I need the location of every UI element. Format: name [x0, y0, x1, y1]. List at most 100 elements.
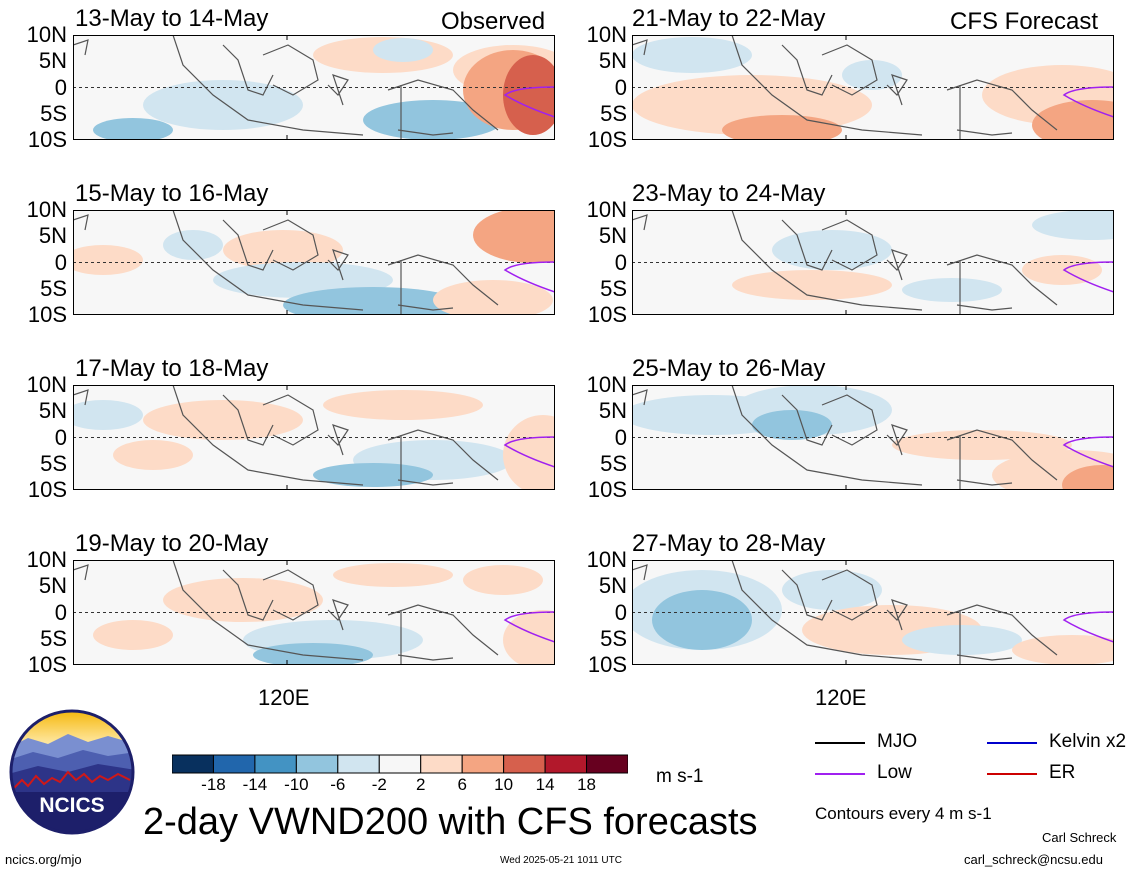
coastline — [946, 254, 1058, 306]
lat-tick-label: 5N — [598, 223, 627, 249]
legend-line — [815, 742, 865, 744]
lat-tick-label: 0 — [54, 249, 67, 275]
colorbar-swatch — [378, 754, 422, 774]
lat-tick-label: 5N — [598, 398, 627, 424]
lat-tick-label: 5S — [600, 100, 627, 126]
coastline — [387, 429, 499, 481]
coastline — [397, 304, 454, 311]
lat-tick-label: 0 — [614, 74, 627, 100]
panel-title: 23-May to 24-May — [632, 180, 826, 207]
panel-map — [632, 560, 1114, 665]
chart-title: 2-day VWND200 with CFS forecasts — [143, 801, 758, 843]
lat-tick-label: 5S — [600, 275, 627, 301]
site-link[interactable]: ncics.org/mjo — [5, 852, 82, 867]
anomaly-shading — [113, 440, 193, 470]
lat-tick-label: 0 — [54, 599, 67, 625]
anomaly-shading — [1022, 255, 1102, 285]
logo-text: NCICS — [39, 794, 104, 817]
coastline — [327, 424, 349, 456]
lat-tick-label: 0 — [614, 424, 627, 450]
coastline — [946, 79, 1058, 131]
coastline — [731, 560, 923, 661]
colorbar-tick-label: 14 — [535, 775, 555, 794]
lat-tick-label: 10S — [27, 127, 67, 152]
coastline — [956, 129, 1013, 136]
coastline — [731, 35, 923, 136]
low-contour — [1062, 611, 1114, 643]
coastline — [172, 35, 364, 136]
lat-tick-label: 10N — [586, 22, 627, 47]
coastline — [821, 569, 878, 621]
colorbar-swatch — [212, 754, 256, 774]
lat-tick-label: 10S — [27, 477, 67, 502]
anomaly-shading — [333, 563, 453, 587]
coastline — [946, 429, 1058, 481]
coastline — [172, 385, 364, 486]
low-contour — [1062, 86, 1114, 118]
anomaly-shading — [313, 463, 433, 487]
lat-tick-label: 10S — [587, 652, 627, 677]
anomaly-shading — [323, 390, 483, 420]
author: Carl Schreck — [1042, 830, 1117, 845]
panel-title: 27-May to 28-May — [632, 530, 826, 557]
anomaly-shading — [503, 55, 555, 135]
coastline — [781, 569, 833, 621]
coastline — [387, 79, 499, 131]
anomaly-shading — [223, 230, 343, 270]
anomaly-shading — [503, 610, 555, 665]
colorbar-swatch — [172, 754, 214, 774]
coastline — [886, 74, 908, 106]
coastline — [397, 479, 454, 486]
lat-tick-label: 10S — [587, 302, 627, 327]
colorbar-swatch — [503, 754, 546, 774]
coastline — [73, 389, 89, 406]
anomaly-shading — [473, 210, 555, 263]
author-email[interactable]: carl_schreck@ncsu.edu — [964, 852, 1103, 867]
coastline — [262, 44, 319, 96]
lat-tick-label: 10S — [587, 127, 627, 152]
colorbar-tick-label: -6 — [330, 775, 346, 794]
anomaly-shading — [93, 118, 173, 140]
coastline — [956, 654, 1013, 661]
anomaly-shading — [373, 38, 433, 62]
coastline — [222, 219, 274, 271]
coastline — [222, 569, 274, 621]
panel-title: 13-May to 14-May — [75, 5, 269, 32]
anomaly-shading — [652, 590, 752, 650]
coastline — [262, 569, 319, 621]
low-contour — [503, 436, 555, 468]
panel-title: 21-May to 22-May — [632, 5, 826, 32]
coastline — [172, 560, 364, 661]
coastline — [781, 219, 833, 271]
coastline — [262, 219, 319, 271]
coastline — [731, 385, 923, 486]
coastline — [327, 74, 349, 106]
coastline — [632, 214, 648, 231]
lat-tick-label: 10N — [26, 372, 67, 397]
colorbar-swatch — [254, 754, 297, 774]
coastline — [956, 479, 1013, 486]
low-contour — [503, 261, 555, 293]
lat-tick-label: 5N — [598, 48, 627, 74]
coastline — [73, 564, 89, 581]
low-contour — [1062, 436, 1114, 468]
colorbar-swatch — [586, 754, 628, 774]
coastline — [632, 39, 648, 56]
coastline — [731, 210, 923, 311]
lat-tick-label: 10N — [26, 197, 67, 222]
anomaly-shading — [732, 270, 892, 300]
anomaly-shading — [842, 60, 902, 90]
lat-tick-label: 5N — [38, 223, 67, 249]
lat-tick-label: 10N — [26, 22, 67, 47]
coastline — [946, 604, 1058, 656]
observed-label: Observed — [441, 8, 546, 35]
units-label: m s-1 — [656, 766, 704, 787]
anomaly-shading — [463, 565, 543, 595]
low-contour — [503, 86, 555, 118]
anomaly-shading — [433, 280, 553, 315]
coastline — [387, 604, 499, 656]
anomaly-shading — [143, 400, 303, 440]
coastline — [821, 219, 878, 271]
legend-label: MJO — [877, 731, 918, 752]
